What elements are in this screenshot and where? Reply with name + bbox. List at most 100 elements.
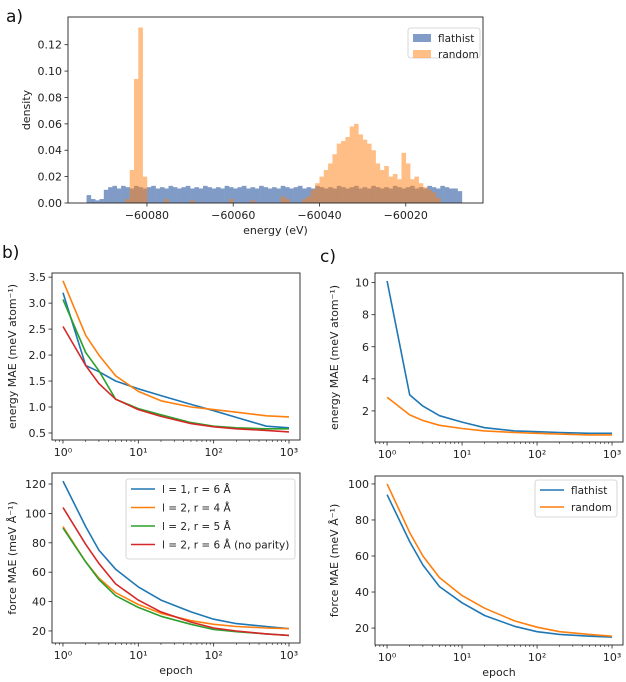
- hist-bar: [358, 134, 363, 203]
- y-tick-label: 2.5: [29, 323, 47, 336]
- hist-bar: [328, 163, 333, 203]
- x-tick-label: 10¹: [453, 651, 471, 664]
- hist-bar: [95, 200, 100, 203]
- y-tick-label: 100: [348, 478, 369, 491]
- hist-bar: [418, 183, 424, 203]
- hist-bar: [99, 199, 105, 203]
- y-tick-label: 100: [25, 507, 46, 520]
- hist-bar: [388, 176, 394, 203]
- hist-bar: [375, 163, 381, 203]
- plot-area: [62, 280, 290, 433]
- hist-bar: [289, 188, 294, 203]
- hist-bar: [392, 173, 398, 203]
- x-axis-label: energy (eV): [243, 224, 308, 237]
- panel-b-bottom: 10⁰ 10¹ 10² 10³ 20 40 60 80 100 120 epoch force MAE…: [6, 472, 301, 677]
- x-tick-label: −60020: [384, 209, 428, 222]
- hist-bar: [254, 188, 260, 203]
- series-random: [125, 27, 441, 203]
- hist-bar: [306, 187, 312, 203]
- hist-bar: [448, 188, 454, 203]
- y-tick-label: 80: [32, 537, 46, 550]
- plot-area: [386, 483, 613, 638]
- hist-bar: [280, 196, 286, 203]
- hist-bar: [112, 185, 118, 203]
- legend-entry: l = 2, r = 6 Å (no parity): [162, 539, 289, 552]
- hist-bar: [233, 188, 238, 203]
- hist-bar: [224, 185, 230, 203]
- hist-bar: [293, 187, 299, 203]
- y-tick-label: 3.0: [29, 297, 47, 310]
- hist-bar: [332, 154, 338, 203]
- hist-bar: [159, 187, 165, 203]
- x-tick-label: 10¹: [453, 448, 471, 461]
- legend: flathist random: [407, 27, 481, 61]
- hist-bar: [228, 187, 234, 203]
- y-tick-label: 0.06: [38, 118, 63, 131]
- hist-bar: [457, 191, 463, 203]
- hist-bar: [155, 188, 161, 203]
- hist-bar: [336, 143, 342, 203]
- hist-bar: [435, 197, 441, 203]
- x-tick-label: 10⁰: [54, 649, 73, 662]
- legend-entry: l = 2, r = 4 Å: [162, 502, 232, 515]
- axes-frame: [374, 272, 624, 443]
- hist-bar: [164, 199, 169, 203]
- hist-bar: [444, 187, 450, 203]
- x-tick-label: −60040: [297, 209, 341, 222]
- hist-bar: [405, 163, 411, 203]
- hist-bar: [125, 199, 130, 203]
- hist-bar: [138, 27, 143, 203]
- hist-bar: [250, 187, 256, 203]
- hist-bar: [280, 185, 286, 203]
- legend-entry: random: [571, 502, 612, 514]
- y-tick-label: 40: [355, 586, 369, 599]
- y-tick-label: 4: [362, 373, 369, 386]
- panel-c-top: 10⁰ 10¹ 10² 10³ 2 4 6 8 10 energy MAE (meV atom⁻¹…: [328, 272, 624, 461]
- y-tick-label: 2.0: [29, 349, 47, 362]
- series-line-1: [62, 280, 290, 418]
- hist-bar: [435, 188, 441, 203]
- hist-bar: [228, 199, 234, 203]
- hist-bar: [116, 188, 122, 203]
- hist-bar: [423, 187, 428, 203]
- hist-bar: [207, 187, 212, 203]
- x-axis-label: epoch: [159, 664, 193, 677]
- hist-bar: [194, 187, 200, 203]
- x-tick-label: 10³: [280, 446, 298, 459]
- hist-bar: [203, 185, 208, 203]
- x-tick-label: 10³: [603, 651, 621, 664]
- plot-area: [86, 27, 463, 203]
- hist-bar: [181, 187, 187, 203]
- y-tick-label: 0.02: [38, 171, 63, 184]
- x-tick-label: −60060: [211, 209, 255, 222]
- y-tick-label: 80: [355, 514, 369, 527]
- hist-bar: [267, 188, 273, 203]
- hist-bar: [190, 188, 195, 203]
- hist-bar: [306, 196, 312, 203]
- panel-b-top: 10⁰ 10¹ 10² 10³ 0.5 1.0 1.5 2.0 2.5 3.0 3.5 energy …: [6, 271, 301, 459]
- panel-label-c: c): [320, 247, 336, 267]
- x-tick-label: 10⁰: [378, 448, 397, 461]
- series-line-2: [62, 299, 289, 430]
- x-tick-label: 10⁰: [378, 651, 397, 664]
- y-tick-label: 8: [362, 309, 369, 322]
- hist-bar: [366, 143, 372, 203]
- hist-bar: [284, 187, 290, 203]
- hist-bar: [371, 150, 376, 203]
- y-tick-label: 20: [355, 622, 369, 635]
- x-tick-label: 10²: [204, 446, 222, 459]
- hist-bar: [297, 185, 303, 203]
- series-line-0: [386, 280, 612, 435]
- y-axis-label: force MAE (meV Å⁻¹): [6, 501, 19, 615]
- hist-bar: [168, 185, 174, 203]
- axes-frame: [374, 475, 624, 646]
- y-tick-label: 0.12: [38, 39, 63, 52]
- hist-bar: [121, 185, 126, 203]
- hist-bar: [103, 189, 109, 203]
- y-axis-label: energy MAE (meV atom⁻¹): [328, 285, 341, 430]
- hist-bar: [453, 188, 458, 203]
- hist-bar: [401, 152, 407, 203]
- x-tick-label: 10³: [280, 649, 298, 662]
- hist-bar: [86, 195, 92, 203]
